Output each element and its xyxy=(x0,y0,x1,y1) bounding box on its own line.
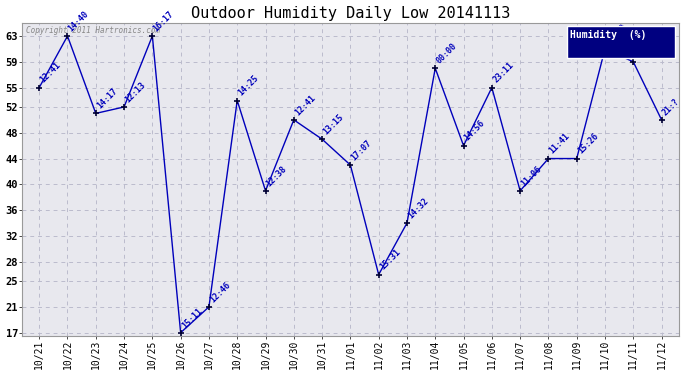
Text: 12:41: 12:41 xyxy=(293,93,317,117)
Text: 14:56: 14:56 xyxy=(463,119,487,143)
Text: 23:11: 23:11 xyxy=(491,61,515,85)
Text: 12:19: 12:19 xyxy=(604,22,629,46)
Text: 15:31: 15:31 xyxy=(378,248,402,272)
Text: 14:32: 14:32 xyxy=(406,196,431,220)
Text: 14:25: 14:25 xyxy=(237,74,261,98)
Text: 14:40: 14:40 xyxy=(67,9,91,33)
Text: 00:00: 00:00 xyxy=(435,42,459,66)
Text: 17:07: 17:07 xyxy=(350,138,374,162)
Text: 11:41: 11:41 xyxy=(548,132,572,156)
Text: 16:17: 16:17 xyxy=(152,9,176,33)
Text: 12:13: 12:13 xyxy=(124,80,148,104)
Text: 11:06: 11:06 xyxy=(520,164,544,188)
Title: Outdoor Humidity Daily Low 20141113: Outdoor Humidity Daily Low 20141113 xyxy=(190,6,510,21)
Bar xyxy=(567,26,676,57)
Text: 12:41: 12:41 xyxy=(39,61,63,85)
Text: 15:11: 15:11 xyxy=(180,306,204,330)
Text: Copyright 2011 Hartronics.com: Copyright 2011 Hartronics.com xyxy=(26,26,159,35)
Text: 21:?: 21:? xyxy=(661,97,681,117)
Text: 22:11: 22:11 xyxy=(633,35,657,59)
Text: 13:15: 13:15 xyxy=(322,112,346,136)
Text: Humidity  (%): Humidity (%) xyxy=(570,30,647,40)
Text: 14:17: 14:17 xyxy=(95,87,119,111)
Text: 12:38: 12:38 xyxy=(265,164,289,188)
Text: 15:26: 15:26 xyxy=(576,132,600,156)
Text: 12:46: 12:46 xyxy=(208,280,233,304)
